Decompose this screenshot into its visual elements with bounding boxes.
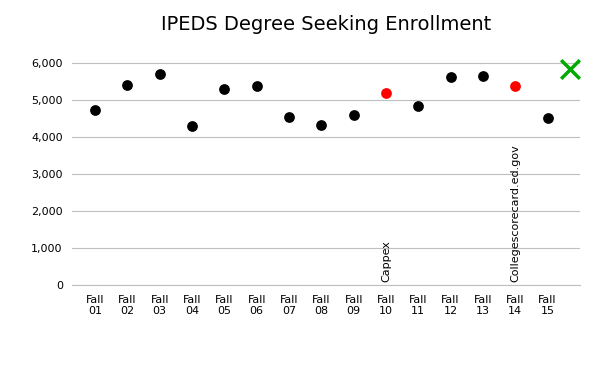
Point — [381, 90, 391, 96]
Point — [413, 104, 423, 109]
Point — [252, 83, 262, 89]
Point — [478, 72, 487, 78]
Point — [542, 115, 552, 120]
Point — [510, 83, 520, 89]
Point — [349, 112, 358, 118]
Point — [219, 86, 229, 92]
Point — [123, 82, 132, 88]
Text: Collegescorecard.ed.gov: Collegescorecard.ed.gov — [510, 144, 520, 282]
Point — [155, 71, 164, 76]
Point — [565, 66, 575, 72]
Title: IPEDS Degree Seeking Enrollment: IPEDS Degree Seeking Enrollment — [161, 15, 491, 34]
Point — [316, 122, 326, 127]
Point — [187, 123, 197, 128]
Point — [90, 107, 100, 113]
Text: Cappex: Cappex — [381, 240, 391, 282]
Point — [446, 74, 455, 79]
Point — [284, 114, 294, 120]
